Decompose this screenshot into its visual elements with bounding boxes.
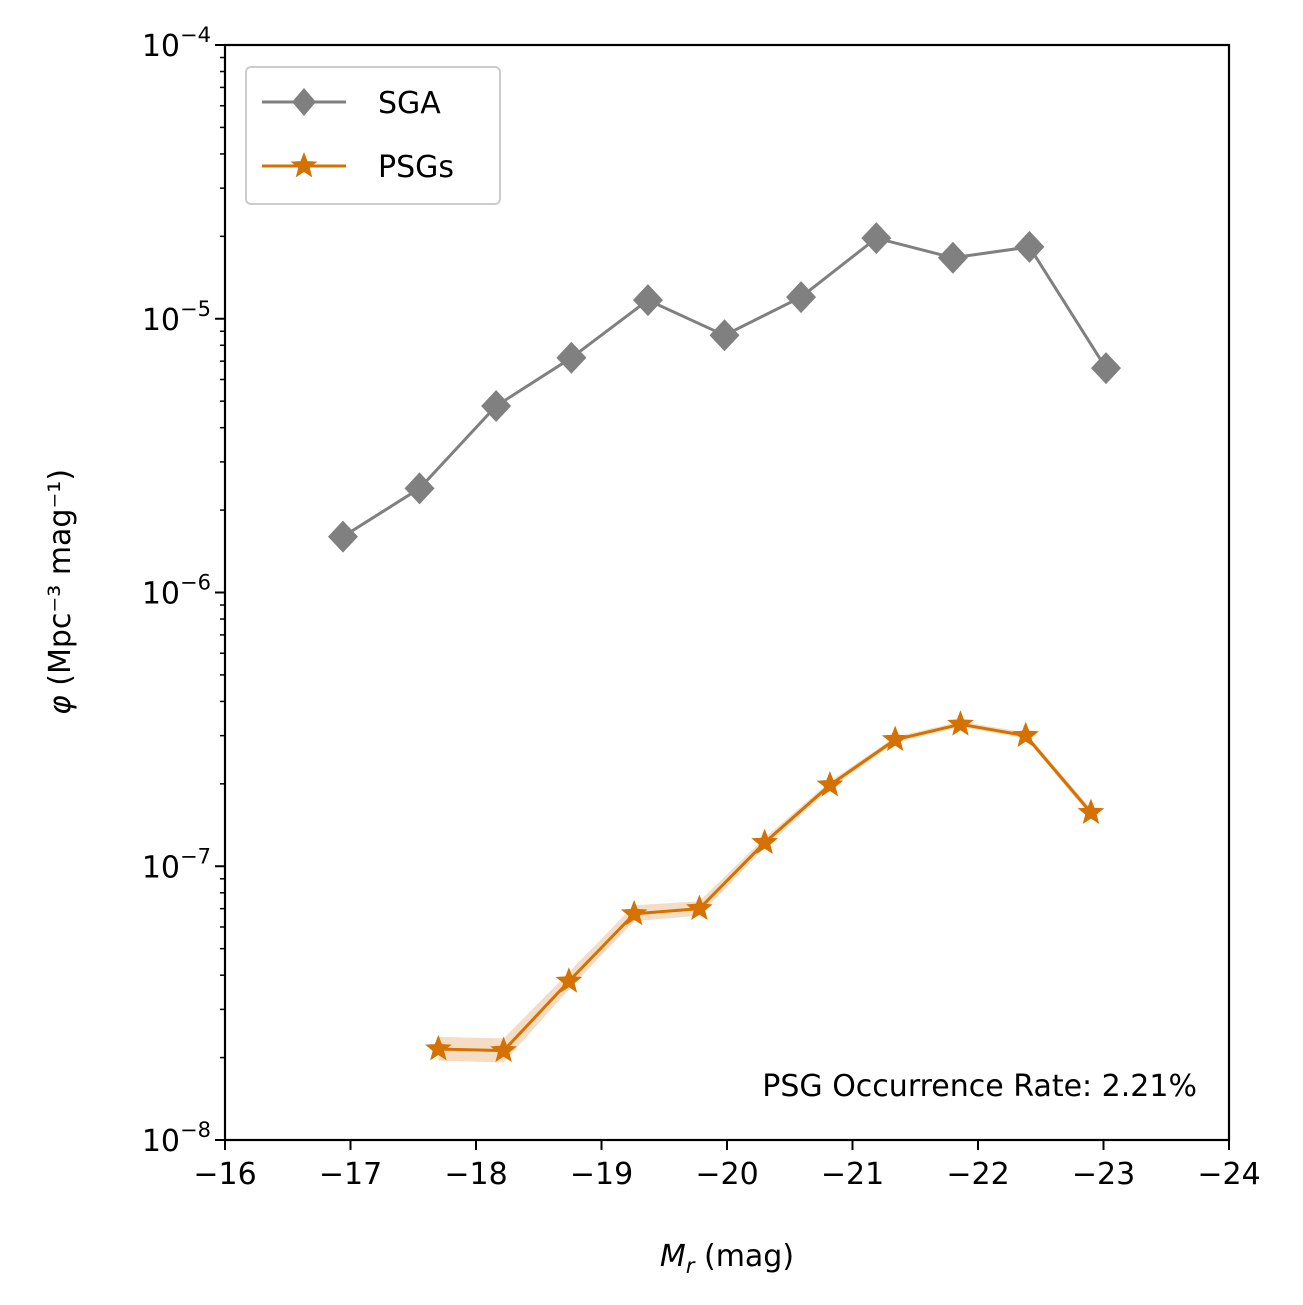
y-tick-label: 10−7	[142, 844, 211, 885]
sga-point	[709, 319, 740, 352]
sga-point	[632, 284, 663, 317]
y-tick-label: 10−6	[142, 571, 211, 612]
x-axis-label-unit: (mag)	[694, 1239, 794, 1274]
x-tick-label: −21	[821, 1157, 884, 1192]
legend-sga-label: SGA	[378, 86, 441, 121]
sga-point	[327, 520, 358, 553]
legend: SGA PSGs	[245, 66, 501, 205]
sga-point	[1014, 230, 1045, 263]
psgs-point	[425, 1034, 452, 1061]
y-tick-label: 10−5	[142, 297, 211, 338]
sga-point	[404, 472, 435, 505]
psgs-point	[751, 828, 778, 854]
legend-sga-marker	[292, 88, 316, 116]
x-tick-label: −16	[193, 1157, 256, 1192]
sga-point	[786, 281, 817, 314]
x-axis-label: Mr (mag)	[660, 1239, 794, 1278]
psgs-point	[1077, 798, 1105, 824]
legend-psgs-star	[290, 152, 318, 178]
x-tick-label: −19	[570, 1157, 633, 1192]
psgs-point	[686, 894, 713, 920]
data-layer	[327, 222, 1122, 1063]
y-tick-label: 10−8	[142, 1118, 211, 1159]
x-axis-label-sub: r	[686, 1254, 696, 1278]
y-axis-label-var: φ	[43, 695, 78, 715]
x-tick-label: −20	[695, 1157, 758, 1192]
x-tick-label: −22	[946, 1157, 1009, 1192]
occurrence-rate-annotation: PSG Occurrence Rate: 2.21%	[762, 1069, 1197, 1104]
psgs-point	[816, 771, 844, 797]
legend-psgs-label: PSGs	[378, 150, 454, 185]
x-tick-label: −23	[1072, 1157, 1135, 1192]
sga-point	[937, 241, 968, 274]
sga-point	[481, 390, 512, 423]
x-tick-label: −24	[1197, 1157, 1260, 1192]
legend-frame	[245, 66, 501, 205]
y-axis-label: φ (Mpc⁻³ mag⁻¹)	[43, 469, 78, 715]
psgs-point	[1012, 721, 1039, 747]
x-tick-label: −17	[319, 1157, 382, 1192]
x-axis-label-var: M	[660, 1239, 686, 1274]
psgs-point	[620, 899, 648, 926]
psgs-point	[947, 710, 974, 736]
y-tick-label: 10−4	[142, 23, 211, 64]
sga-point	[861, 222, 892, 255]
psgs-point	[555, 967, 583, 993]
axes-layer: −16 −17 −18 −19 −20 −21 −22 −23 −24 10−8 10−7 10−6 1…	[142, 23, 1261, 1192]
sga-point	[556, 341, 587, 374]
psgs-point	[490, 1036, 517, 1062]
legend-psgs-marker	[290, 152, 318, 178]
x-tick-label: −18	[444, 1157, 507, 1192]
sga-point	[1091, 352, 1122, 385]
psgs-point	[881, 725, 909, 751]
y-axis-label-unit: (Mpc⁻³ mag⁻¹)	[43, 469, 78, 695]
